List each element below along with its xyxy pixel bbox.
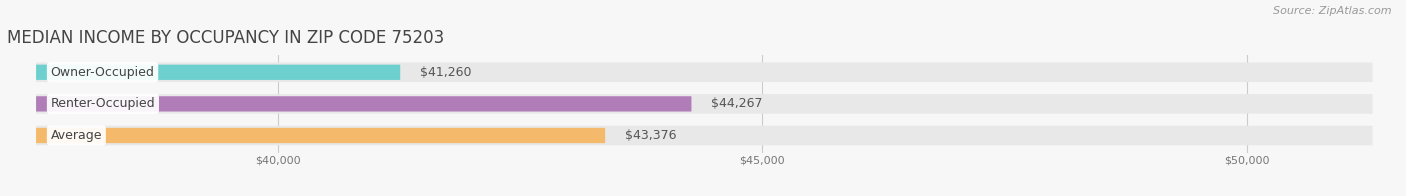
Text: $44,267: $44,267 [711, 97, 762, 110]
FancyBboxPatch shape [37, 126, 1372, 145]
FancyBboxPatch shape [37, 65, 401, 80]
Text: $43,376: $43,376 [624, 129, 676, 142]
Text: MEDIAN INCOME BY OCCUPANCY IN ZIP CODE 75203: MEDIAN INCOME BY OCCUPANCY IN ZIP CODE 7… [7, 29, 444, 47]
Text: Renter-Occupied: Renter-Occupied [51, 97, 155, 110]
Text: Source: ZipAtlas.com: Source: ZipAtlas.com [1274, 6, 1392, 16]
Text: Average: Average [51, 129, 103, 142]
Text: $41,260: $41,260 [419, 66, 471, 79]
FancyBboxPatch shape [37, 128, 605, 143]
FancyBboxPatch shape [37, 96, 692, 112]
FancyBboxPatch shape [37, 94, 1372, 114]
FancyBboxPatch shape [37, 63, 1372, 82]
Text: Owner-Occupied: Owner-Occupied [51, 66, 155, 79]
